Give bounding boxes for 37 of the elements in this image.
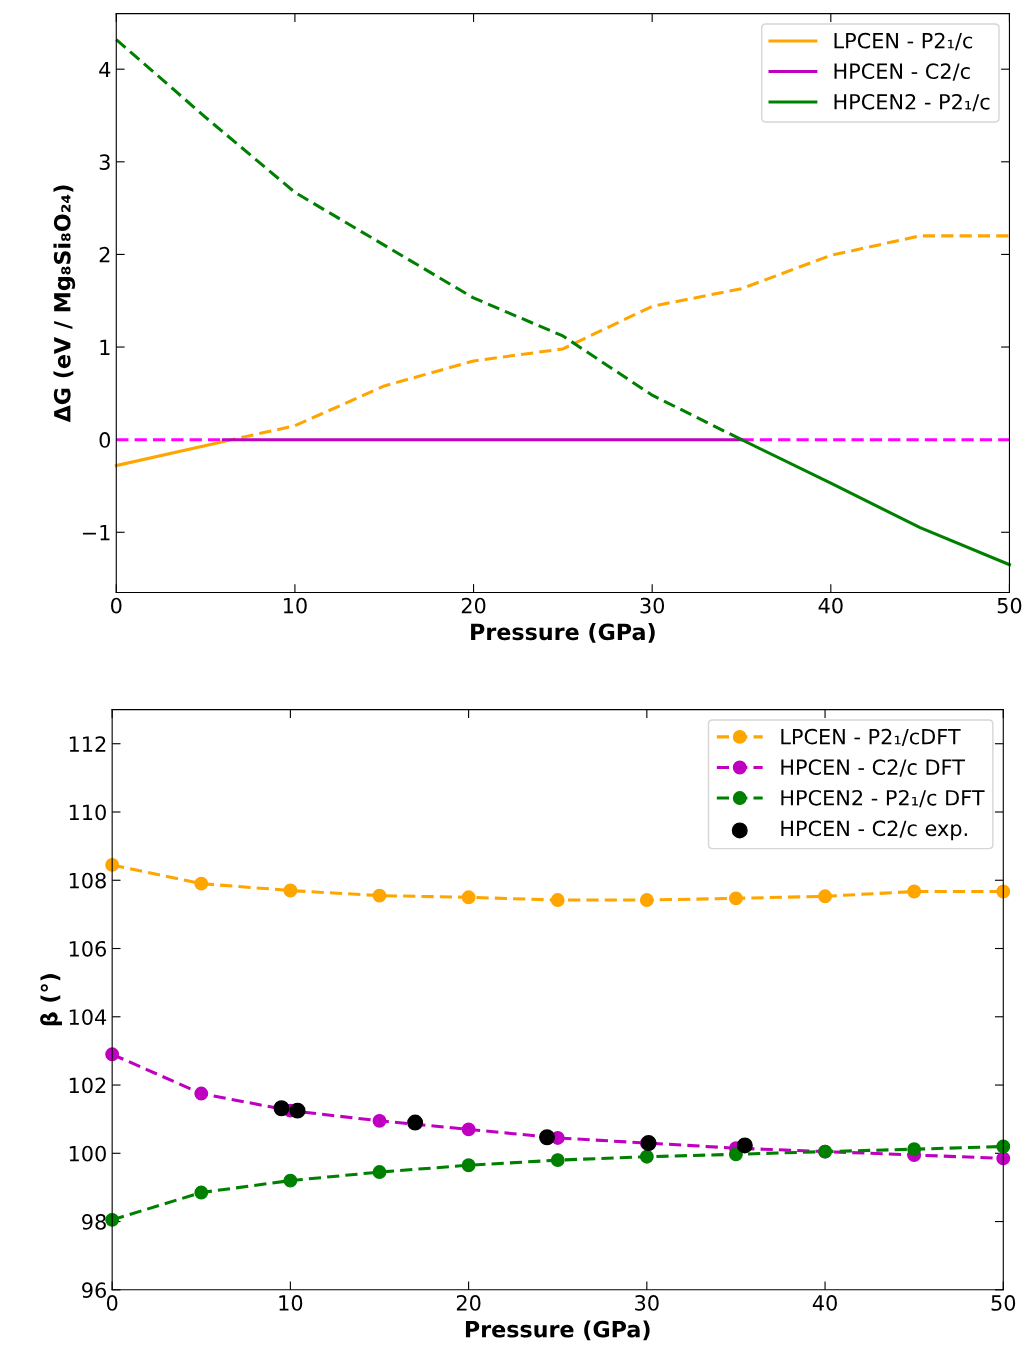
- legend-label: LPCEN - P2₁/c: [834, 32, 973, 51]
- y-tick-label: 96: [82, 1282, 106, 1299]
- x-tick-label: 30: [640, 597, 665, 614]
- legend-label: HPCEN - C2/c DFT: [781, 759, 965, 777]
- x-tick-label: 10: [279, 1295, 303, 1311]
- x-tick-label: 50: [991, 1295, 1016, 1311]
- legend-label: HPCEN - C2/c: [834, 63, 970, 81]
- x-tick-label: 10: [283, 597, 307, 614]
- y-tick-label: 106: [69, 940, 106, 957]
- legend-label: LPCEN - P2₁/cDFT: [781, 728, 961, 747]
- y-tick-label: 108: [69, 872, 106, 889]
- y-tick-label: 3: [99, 154, 110, 171]
- y-tick-label: 112: [69, 736, 106, 752]
- y-tick-label: 2: [99, 246, 110, 263]
- y-axis-title: β (°): [40, 974, 62, 1026]
- y-tick-label: −1: [82, 525, 110, 541]
- legend-label: HPCEN - C2/c exp.: [781, 820, 967, 841]
- y-tick-label: 104: [69, 1009, 107, 1025]
- x-tick-label: 0: [111, 597, 122, 614]
- x-axis-title: Pressure (GPa): [465, 1320, 650, 1341]
- x-tick-label: 40: [812, 1295, 837, 1311]
- y-tick-label: 102: [69, 1077, 106, 1094]
- y-tick-label: 4: [99, 61, 111, 78]
- y-tick-label: 98: [82, 1214, 106, 1230]
- x-tick-label: 40: [818, 597, 843, 614]
- y-axis-title: ΔG (eV / Mg₈Si₈O₂₄): [53, 185, 76, 423]
- x-tick-label: 50: [997, 597, 1022, 614]
- y-tick-label: 0: [99, 432, 111, 448]
- x-tick-label: 20: [461, 597, 486, 614]
- y-tick-label: 110: [69, 804, 106, 821]
- y-tick-label: 1: [100, 339, 110, 355]
- y-tick-label: 100: [69, 1145, 106, 1162]
- x-tick-label: 30: [635, 1295, 659, 1311]
- x-tick-label: 20: [456, 1295, 481, 1311]
- legend-label: HPCEN2 - P2₁/c: [834, 93, 990, 112]
- legend-label: HPCEN2 - P2₁/c DFT: [781, 789, 985, 808]
- x-axis-title: Pressure (GPa): [471, 623, 655, 643]
